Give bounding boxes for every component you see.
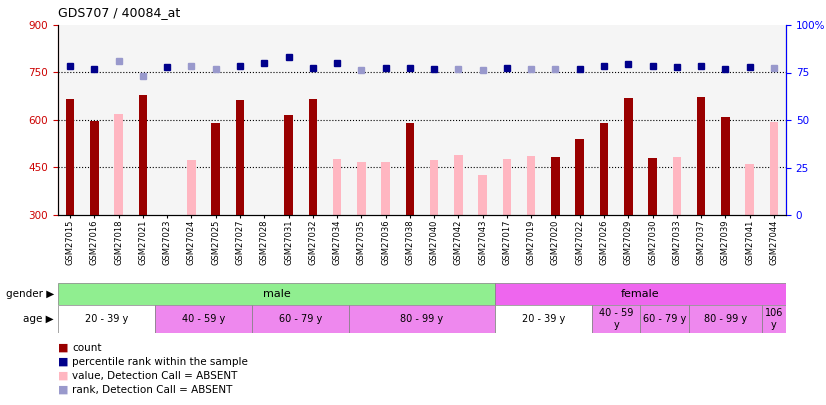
Bar [770, 122, 778, 215]
Bar [430, 160, 439, 215]
Text: 20 - 39 y: 20 - 39 y [522, 314, 565, 324]
Bar [357, 162, 366, 215]
Bar [745, 164, 754, 215]
Bar [58, 283, 495, 305]
Text: 40 - 59
y: 40 - 59 y [599, 308, 634, 330]
Text: count: count [72, 343, 102, 353]
Text: rank, Detection Call = ABSENT: rank, Detection Call = ABSENT [72, 385, 232, 395]
Bar [576, 139, 584, 215]
Bar [527, 156, 535, 215]
Bar [58, 305, 155, 333]
Text: 80 - 99 y: 80 - 99 y [401, 314, 444, 324]
Bar [503, 159, 511, 215]
Text: ■: ■ [58, 357, 69, 367]
Bar [211, 123, 220, 215]
Bar [600, 123, 608, 215]
Bar [454, 156, 463, 215]
Text: ■: ■ [58, 385, 69, 395]
Bar [762, 305, 786, 333]
Text: gender ▶: gender ▶ [6, 289, 54, 299]
Text: 60 - 79 y: 60 - 79 y [279, 314, 322, 324]
Bar [406, 123, 414, 215]
Bar [382, 162, 390, 215]
Bar [592, 305, 640, 333]
Text: male: male [263, 289, 290, 299]
Bar [689, 305, 762, 333]
Text: value, Detection Call = ABSENT: value, Detection Call = ABSENT [72, 371, 237, 381]
Bar [188, 160, 196, 215]
Bar [309, 99, 317, 215]
Bar [697, 97, 705, 215]
Bar [235, 100, 244, 215]
Bar [90, 121, 98, 215]
Text: 20 - 39 y: 20 - 39 y [85, 314, 128, 324]
Text: 80 - 99 y: 80 - 99 y [704, 314, 747, 324]
Bar [139, 95, 147, 215]
Text: 106
y: 106 y [765, 308, 783, 330]
Text: percentile rank within the sample: percentile rank within the sample [72, 357, 248, 367]
Bar [648, 158, 657, 215]
Bar [624, 98, 633, 215]
Text: age ▶: age ▶ [23, 314, 54, 324]
Text: 40 - 59 y: 40 - 59 y [182, 314, 225, 324]
Bar [349, 305, 495, 333]
Text: ■: ■ [58, 371, 69, 381]
Bar [640, 305, 689, 333]
Bar [672, 157, 681, 215]
Bar [284, 115, 292, 215]
Text: ■: ■ [58, 343, 69, 353]
Bar [66, 99, 74, 215]
Text: 60 - 79 y: 60 - 79 y [643, 314, 686, 324]
Bar [333, 159, 341, 215]
Bar [495, 305, 592, 333]
Bar [252, 305, 349, 333]
Text: GDS707 / 40084_at: GDS707 / 40084_at [58, 6, 180, 19]
Bar [721, 117, 729, 215]
Bar [495, 283, 786, 305]
Bar [478, 175, 487, 215]
Bar [551, 157, 560, 215]
Bar [115, 114, 123, 215]
Bar [155, 305, 252, 333]
Text: female: female [621, 289, 660, 299]
